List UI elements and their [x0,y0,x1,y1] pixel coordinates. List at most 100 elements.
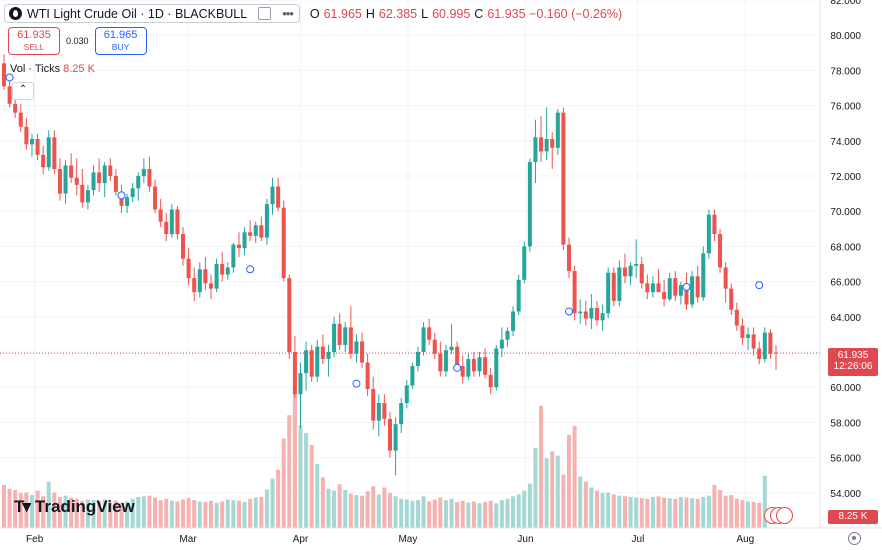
volume-bar [723,495,728,528]
volume-bar [460,500,465,528]
volume-bar [673,498,678,528]
candle-body [192,278,197,293]
buy-button[interactable]: 61.965 BUY [94,27,147,55]
price-axis[interactable]: 82.000 80.000 78.000 76.000 74.000 72.000 70.0… [830,0,861,500]
candle-body [225,267,230,275]
volume-bar [320,477,325,528]
event-marker-icon [352,379,361,388]
events-flags-icon[interactable] [764,507,800,524]
candle-body [214,264,219,289]
buy-label: BUY [111,42,130,53]
ohlc-values: O 61.965 H 62.385 L 60.995 C 61.935 −0.160 (… [310,7,622,21]
open-key: O [309,6,320,21]
candle-body [382,403,387,419]
volume-bar [706,495,711,528]
candle-body [376,403,381,421]
volume-bar [583,481,588,528]
candle-body [494,348,499,388]
oil-drop-icon [9,7,22,20]
candle-body [695,276,700,298]
candle-body [583,311,588,319]
volume-bar [113,500,118,528]
x-tick-label: Jun [517,534,533,545]
volume-bar [281,438,286,528]
candle-body [253,225,258,236]
candle-body [746,334,751,338]
more-icon[interactable]: ••• [282,6,294,21]
volume-bar [678,496,683,528]
y-tick-label: 82.000 [830,0,861,7]
candle-body [723,267,728,289]
candle-body [287,278,292,352]
volume-bar [555,455,560,528]
candle-body [550,139,555,148]
volume-bar [29,495,34,528]
volume-bar [315,463,320,528]
x-tick-label: Feb [26,534,44,545]
volume-bar [544,458,549,528]
candle-body [427,327,432,340]
volume-bar [220,501,225,528]
candle-body [505,330,510,340]
candle-body [415,352,420,367]
volume-bars [1,393,767,528]
candle-body [729,288,734,310]
volume-bar [231,500,236,528]
volume-bar [52,492,57,528]
tradingview-logo[interactable]: T▾ TradingView [14,497,135,517]
volume-bar [415,500,420,528]
candle-body [740,325,745,338]
candle-body [326,352,331,360]
candle-body [768,332,773,354]
collapse-chevron-icon[interactable]: ⌃ [12,82,34,100]
volume-bar [578,476,583,528]
candle-body [108,165,113,176]
candle-body [662,292,667,300]
volume-indicator-value: 8.25 K [63,63,95,75]
bar-countdown: 12:26:06 [833,361,873,372]
y-tick-label: 58.000 [830,418,861,429]
volume-bar [449,498,454,528]
candle-body [41,154,46,168]
candlesticks [1,54,779,476]
volume-legend[interactable]: Vol · Ticks 8.25 K [10,63,95,75]
volume-bar [718,489,723,528]
candle-body [673,278,678,296]
volume-indicator-name: Vol · Ticks [10,63,61,75]
volume-bar [371,486,376,528]
event-marker-icon [453,363,462,372]
volume-bar [628,496,633,528]
candle-body [203,269,208,284]
y-tick-label: 76.000 [830,102,861,113]
volume-bar [589,487,594,528]
candle-body [421,327,426,352]
volume-bar [656,496,661,528]
symbol-selector[interactable]: WTI Light Crude Oil · 1D · BLACKBULL ••• [4,4,300,23]
candle-body [706,214,711,254]
sell-button[interactable]: 61.935 SELL [8,27,60,55]
volume-bar [634,497,639,528]
candle-body [63,165,68,194]
volume-bar [550,451,555,528]
candle-body [567,244,572,272]
candle-body [561,112,566,245]
close-value: 61.935 −0.160 (−0.26%) [487,6,623,21]
high-key: H [365,6,375,21]
symbol-title: WTI Light Crude Oil · 1D · BLACKBULL [27,6,248,21]
square-icon[interactable] [258,7,272,20]
candle-body [181,234,186,259]
candle-body [499,339,504,349]
volume-bar [91,500,96,528]
time-axis[interactable]: Feb Mar Apr May Jun Jul Aug [26,534,754,545]
candle-body [320,346,325,360]
volume-bar [304,432,309,528]
volume-bar [393,496,398,528]
volume-bar [97,501,102,528]
candle-body [186,258,191,279]
volume-bar [734,498,739,528]
gear-icon[interactable] [848,532,861,545]
candle-body [242,232,247,249]
candle-body [634,264,639,266]
candle-body [393,424,398,451]
